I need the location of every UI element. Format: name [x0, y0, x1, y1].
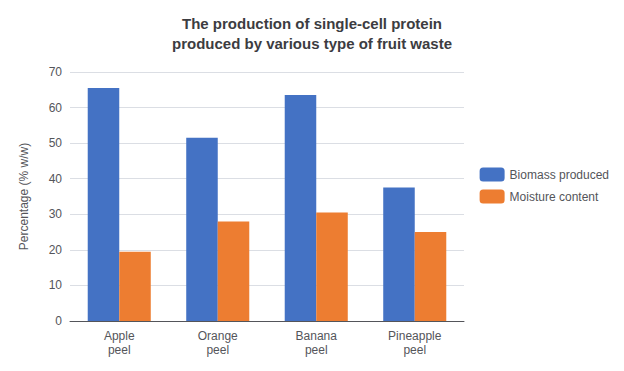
svg-text:Pineapple: Pineapple: [388, 329, 442, 343]
svg-text:0: 0: [55, 314, 62, 328]
svg-text:60: 60: [49, 101, 63, 115]
svg-text:Percentage (% w/w): Percentage (% w/w): [17, 143, 31, 250]
svg-text:peel: peel: [206, 343, 229, 357]
svg-text:peel: peel: [108, 343, 131, 357]
svg-text:peel: peel: [403, 343, 426, 357]
svg-text:Banana: Banana: [296, 329, 338, 343]
svg-text:30: 30: [49, 207, 63, 221]
svg-text:Biomass produced: Biomass produced: [510, 168, 609, 182]
svg-text:Orange: Orange: [198, 329, 238, 343]
svg-text:Moisture content: Moisture content: [510, 190, 599, 204]
svg-text:10: 10: [49, 278, 63, 292]
svg-text:peel: peel: [305, 343, 328, 357]
svg-text:40: 40: [49, 172, 63, 186]
svg-text:20: 20: [49, 243, 63, 257]
svg-text:The production of single-cell: The production of single-cell protein: [182, 15, 442, 32]
svg-text:produced by various type of fr: produced by various type of fruit waste: [172, 35, 452, 52]
svg-text:Apple: Apple: [104, 329, 135, 343]
svg-text:70: 70: [49, 65, 63, 79]
svg-text:50: 50: [49, 136, 63, 150]
